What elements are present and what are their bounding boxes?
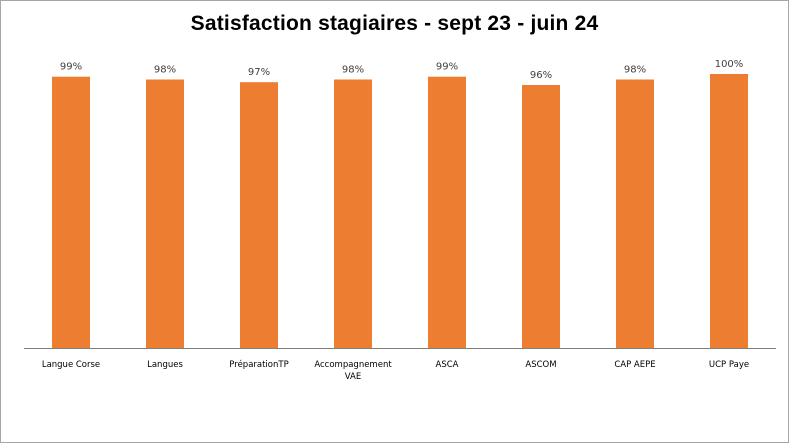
data-labels-layer: 99% 98% 97% 98% 99% 96% 98% 100% [60,59,743,81]
bar-1 [52,76,90,348]
bar-7 [616,79,654,348]
data-label-3: 97% [248,67,270,78]
data-label-2: 98% [154,65,176,76]
bar-3 [240,82,278,348]
data-label-6: 96% [530,70,552,81]
x-tick-label-6: ASCOM [525,360,556,370]
x-tick-label-3: PréparationTP [229,359,288,370]
data-label-5: 99% [436,62,458,73]
data-label-4: 98% [342,65,364,76]
x-tick-label-7: CAP AEPE [614,360,655,370]
x-tick-label-1: Langue Corse [42,360,100,370]
x-tick-label-5: ASCA [436,360,459,370]
bar-5 [428,76,466,348]
bar-2 [146,79,184,348]
x-tick-label-2: Langues [147,360,183,370]
chart-title: Satisfaction stagiaires - sept 23 - juin… [190,12,599,35]
bar-8 [710,74,748,348]
bar-4 [334,79,372,348]
x-tick-label-4: Accompagnement VAE [314,360,392,382]
bars-layer [52,74,748,348]
x-tick-labels-layer: Langue Corse Langues PréparationTP Accompag… [42,359,749,382]
data-label-8: 100% [715,59,744,70]
data-label-1: 99% [60,62,82,73]
data-label-7: 98% [624,65,646,76]
x-tick-label-8: UCP Paye [709,360,749,370]
bar-6 [522,85,560,348]
